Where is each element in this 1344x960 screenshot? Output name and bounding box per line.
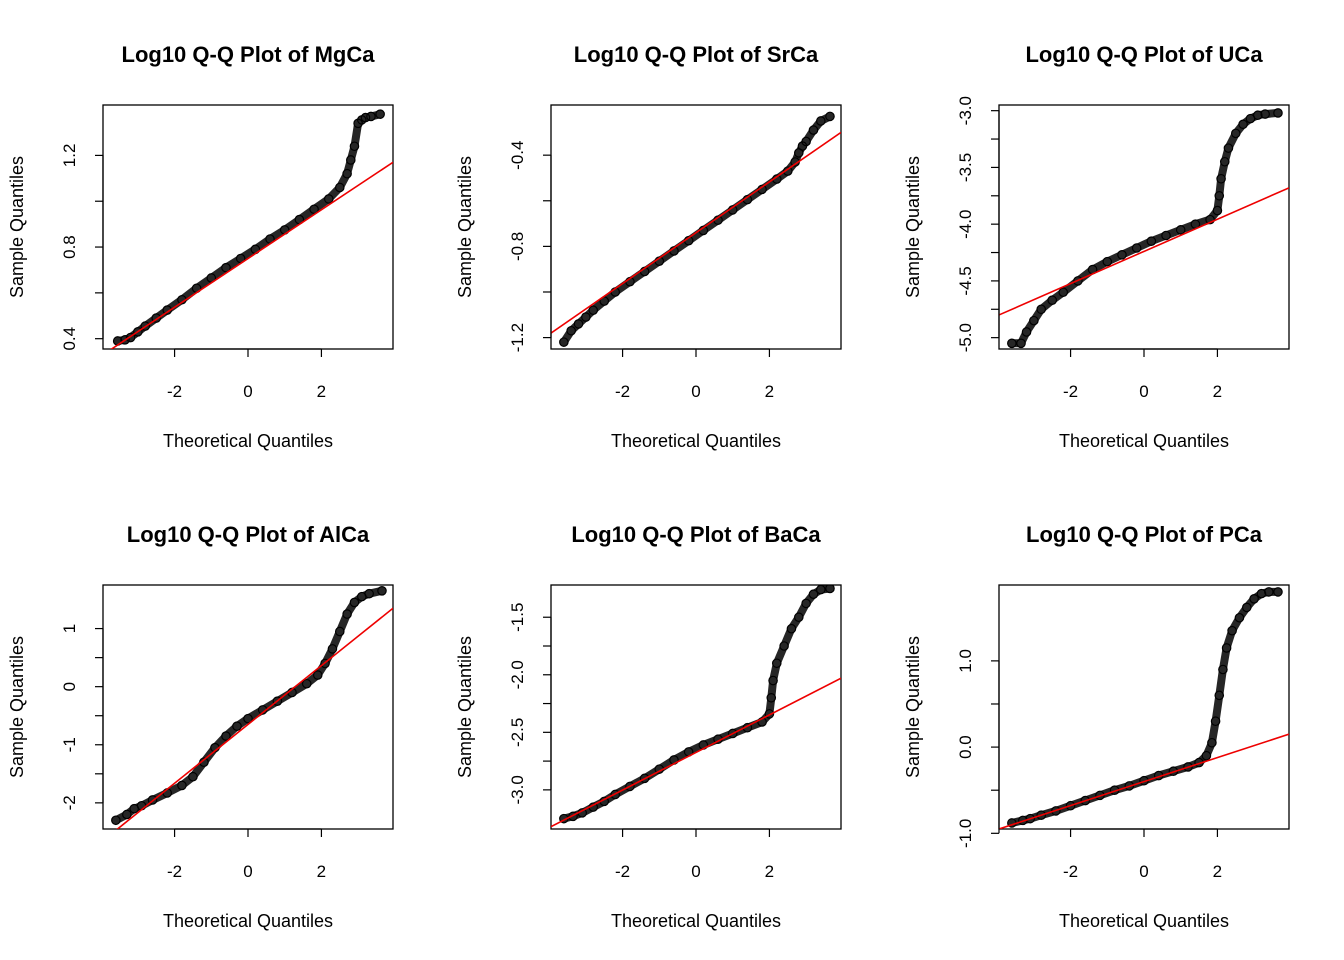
y-tick-label: 0 bbox=[60, 682, 79, 691]
y-tick-label: 0.8 bbox=[60, 235, 79, 259]
plot-area bbox=[110, 109, 393, 349]
y-tick-label: -1.0 bbox=[956, 819, 975, 848]
y-tick-label: -2.0 bbox=[508, 660, 527, 689]
y-tick-label: -1.2 bbox=[508, 323, 527, 352]
chart-title: Log10 Q-Q Plot of PCa bbox=[1026, 522, 1263, 547]
x-tick-label: 0 bbox=[243, 382, 252, 401]
x-tick-label: 0 bbox=[691, 862, 700, 881]
x-axis-label: Theoretical Quantiles bbox=[611, 911, 781, 931]
y-axis-label: Sample Quantiles bbox=[7, 156, 27, 298]
x-tick-label: 2 bbox=[1213, 382, 1222, 401]
qq-panel-1: Log10 Q-Q Plot of MgCa -2 0 2 Theoretical Qu… bbox=[7, 42, 394, 451]
qq-panel-2: Log10 Q-Q Plot of SrCa -2 0 2 Theoretical Qu… bbox=[455, 42, 842, 451]
plot-area bbox=[999, 108, 1289, 349]
plot-frame bbox=[998, 584, 1290, 830]
qq-panel-4: Log10 Q-Q Plot of AlCa -2 0 2 Theoretical Qu… bbox=[7, 522, 394, 931]
plot-area bbox=[551, 585, 841, 828]
qq-panel-6: Log10 Q-Q Plot of PCa -2 0 2 Theoretical Qua… bbox=[903, 522, 1290, 931]
y-axis-label: Sample Quantiles bbox=[903, 156, 923, 298]
x-tick-label: 2 bbox=[1213, 862, 1222, 881]
chart-title: Log10 Q-Q Plot of SrCa bbox=[574, 42, 819, 67]
y-tick-label: -1.5 bbox=[508, 603, 527, 632]
y-tick-label: -2 bbox=[60, 795, 79, 810]
x-tick-label: 0 bbox=[243, 862, 252, 881]
x-tick-label: 0 bbox=[1139, 862, 1148, 881]
plot-area bbox=[999, 587, 1289, 829]
point-cloud bbox=[1007, 108, 1282, 348]
point-cloud bbox=[559, 112, 834, 347]
plot-frame bbox=[102, 584, 394, 830]
y-tick-label: -5.0 bbox=[956, 323, 975, 352]
x-tick-label: 0 bbox=[1139, 382, 1148, 401]
x-axis-label: Theoretical Quantiles bbox=[163, 431, 333, 451]
x-axis-label: Theoretical Quantiles bbox=[163, 911, 333, 931]
x-axis-label: Theoretical Quantiles bbox=[611, 431, 781, 451]
y-axis-label: Sample Quantiles bbox=[903, 636, 923, 778]
y-tick-label: -1 bbox=[60, 737, 79, 752]
chart-title: Log10 Q-Q Plot of AlCa bbox=[127, 522, 370, 547]
plot-area bbox=[111, 586, 393, 829]
x-axis-label: Theoretical Quantiles bbox=[1059, 431, 1229, 451]
x-tick-label: 0 bbox=[691, 382, 700, 401]
y-tick-label: -4.5 bbox=[956, 266, 975, 295]
y-tick-label: -3.0 bbox=[956, 96, 975, 125]
y-axis-label: Sample Quantiles bbox=[7, 636, 27, 778]
plot-area bbox=[551, 111, 841, 347]
point-cloud bbox=[113, 110, 385, 345]
x-tick-label: -2 bbox=[615, 382, 630, 401]
y-tick-label: -3.0 bbox=[508, 775, 527, 804]
y-tick-label: -4.0 bbox=[956, 210, 975, 239]
reference-line bbox=[116, 607, 393, 829]
x-tick-label: 2 bbox=[765, 862, 774, 881]
y-tick-label: -2.5 bbox=[508, 718, 527, 747]
x-axis-label: Theoretical Quantiles bbox=[1059, 911, 1229, 931]
plot-frame bbox=[102, 104, 394, 350]
x-tick-label: 2 bbox=[765, 382, 774, 401]
point-cloud bbox=[1007, 587, 1282, 827]
y-tick-label: -3.5 bbox=[956, 153, 975, 182]
x-tick-label: -2 bbox=[1063, 862, 1078, 881]
y-tick-label: -0.4 bbox=[508, 141, 527, 170]
x-tick-label: -2 bbox=[615, 862, 630, 881]
point-cloud bbox=[111, 586, 386, 825]
y-tick-label: 1.2 bbox=[60, 144, 79, 168]
reference-line bbox=[999, 733, 1289, 829]
reference-line bbox=[551, 131, 841, 334]
reference-line bbox=[551, 677, 841, 828]
chart-title: Log10 Q-Q Plot of UCa bbox=[1025, 42, 1263, 67]
y-tick-label: 1 bbox=[60, 624, 79, 633]
reference-line bbox=[999, 187, 1289, 316]
x-tick-label: 2 bbox=[317, 382, 326, 401]
y-tick-label: 1.0 bbox=[956, 649, 975, 673]
chart-title: Log10 Q-Q Plot of BaCa bbox=[571, 522, 821, 547]
qq-panel-3: Log10 Q-Q Plot of UCa -2 0 2 Theoretical Qua… bbox=[903, 42, 1290, 451]
qq-panel-5: Log10 Q-Q Plot of BaCa -2 0 2 Theoretical Qu… bbox=[455, 522, 842, 931]
x-tick-label: -2 bbox=[167, 862, 182, 881]
y-tick-label: -0.8 bbox=[508, 232, 527, 261]
chart-title: Log10 Q-Q Plot of MgCa bbox=[122, 42, 376, 67]
y-tick-label: 0.4 bbox=[60, 327, 79, 351]
y-axis-label: Sample Quantiles bbox=[455, 636, 475, 778]
y-tick-label: 0.0 bbox=[956, 735, 975, 759]
x-tick-label: -2 bbox=[1063, 382, 1078, 401]
x-tick-label: 2 bbox=[317, 862, 326, 881]
reference-line bbox=[110, 161, 393, 349]
x-tick-label: -2 bbox=[167, 382, 182, 401]
y-axis-label: Sample Quantiles bbox=[455, 156, 475, 298]
